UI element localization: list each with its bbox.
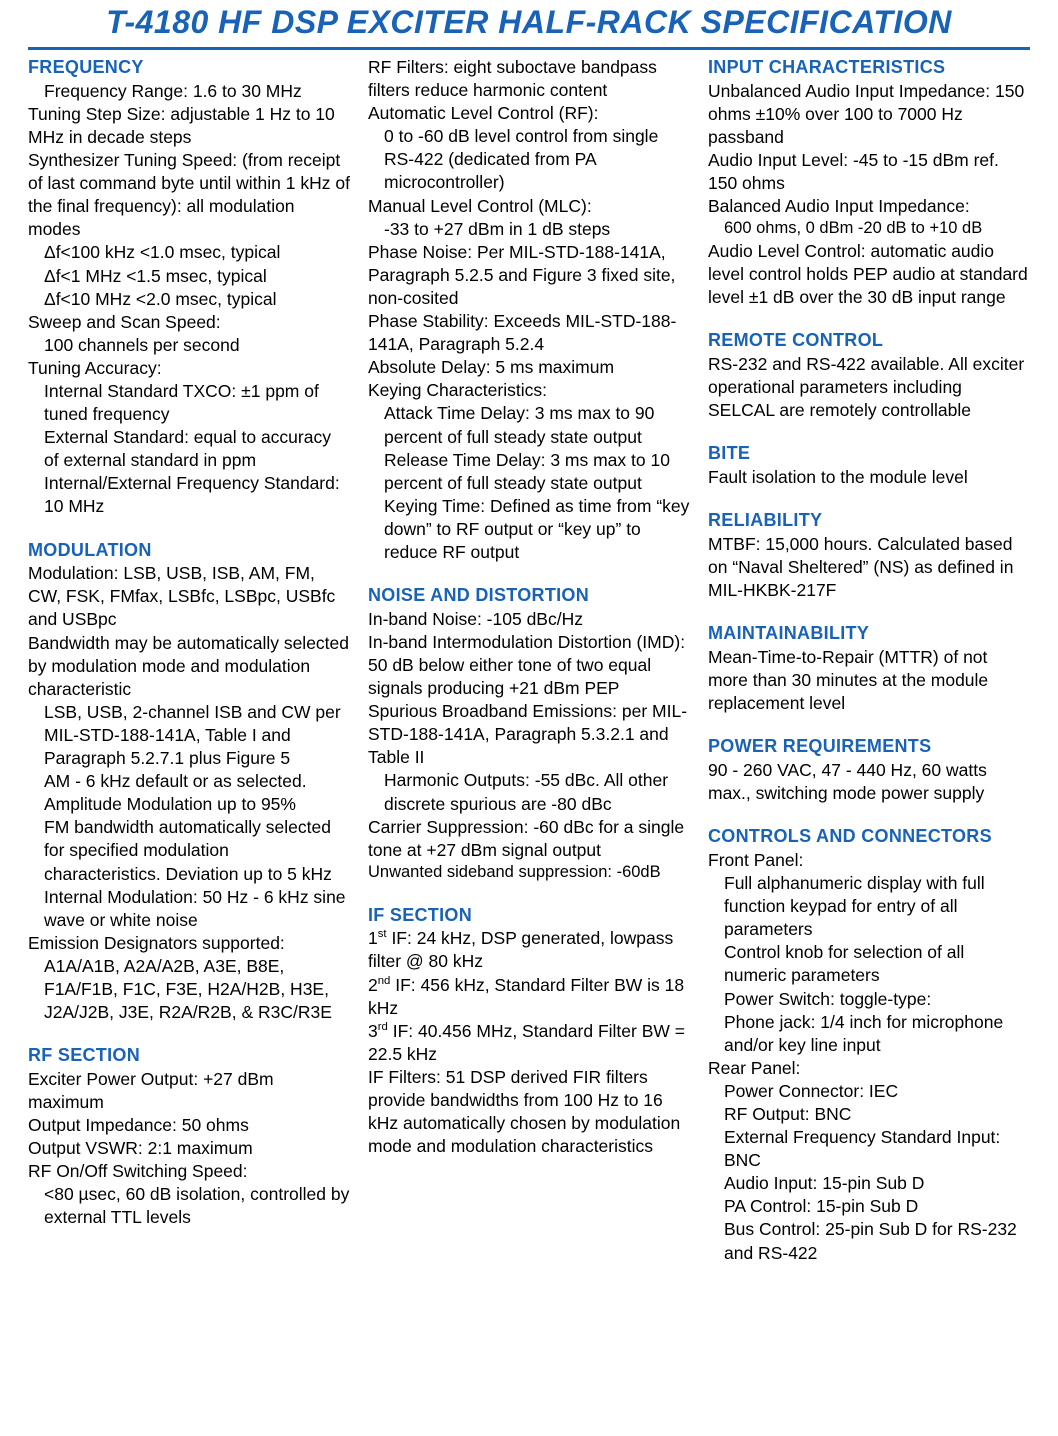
spec-line: Keying Characteristics: — [368, 379, 690, 402]
spec-line: Δf<10 MHz <2.0 msec, typical — [28, 288, 350, 311]
spec-line: 600 ohms, 0 dBm -20 dB to +10 dB — [708, 218, 1030, 240]
spec-line: Balanced Audio Input Impedance: — [708, 195, 1030, 218]
spec-line: LSB, USB, 2-channel ISB and CW per MIL-S… — [28, 701, 350, 770]
spec-line: MTBF: 15,000 hours. Calculated based on … — [708, 533, 1030, 602]
spec-line: -33 to +27 dBm in 1 dB steps — [368, 218, 690, 241]
spec-line: Sweep and Scan Speed: — [28, 311, 350, 334]
spec-line: Full alphanumeric display with full func… — [708, 872, 1030, 941]
spec-line: Unwanted sideband suppression: -60dB — [368, 862, 690, 884]
spec-line: 2nd IF: 456 kHz, Standard Filter BW is 1… — [368, 974, 690, 1020]
spec-line: 3rd IF: 40.456 MHz, Standard Filter BW =… — [368, 1020, 690, 1066]
spec-line: IF Filters: 51 DSP derived FIR filters p… — [368, 1066, 690, 1158]
spec-line: Fault isolation to the module level — [708, 466, 1030, 489]
spec-line: Internal/External Frequency Standard: 10… — [28, 472, 350, 518]
ord-num: 2 — [368, 975, 378, 995]
spec-line: <80 µsec, 60 dB isolation, controlled by… — [28, 1183, 350, 1229]
spec-line: RS-232 and RS-422 available. All exciter… — [708, 353, 1030, 422]
spec-line: Emission Designators supported: — [28, 932, 350, 955]
spec-line: Phone jack: 1/4 inch for microphone and/… — [708, 1011, 1030, 1057]
spec-line: Phase Stability: Exceeds MIL-STD-188-141… — [368, 310, 690, 356]
heading-if-section: IF SECTION — [368, 904, 690, 928]
columns: FREQUENCY Frequency Range: 1.6 to 30 MHz… — [28, 56, 1030, 1265]
spec-line: Δf<1 MHz <1.5 msec, typical — [28, 265, 350, 288]
spec-line: RF On/Off Switching Speed: — [28, 1160, 350, 1183]
heading-modulation: MODULATION — [28, 539, 350, 563]
spec-line: Power Connector: IEC — [708, 1080, 1030, 1103]
heading-reliability: RELIABILITY — [708, 509, 1030, 533]
spec-line: PA Control: 15-pin Sub D — [708, 1195, 1030, 1218]
spec-line: Audio Input: 15-pin Sub D — [708, 1172, 1030, 1195]
spec-line: Attack Time Delay: 3 ms max to 90 percen… — [368, 402, 690, 448]
spec-line: Automatic Level Control (RF): — [368, 102, 690, 125]
spec-line: Front Panel: — [708, 849, 1030, 872]
heading-controls: CONTROLS AND CONNECTORS — [708, 825, 1030, 849]
spec-line: 1st IF: 24 kHz, DSP generated, lowpass f… — [368, 927, 690, 973]
column-3: INPUT CHARACTERISTICS Unbalanced Audio I… — [708, 56, 1030, 1265]
spec-line: Tuning Accuracy: — [28, 357, 350, 380]
heading-rf-section: RF SECTION — [28, 1044, 350, 1068]
spec-line: Tuning Step Size: adjustable 1 Hz to 10 … — [28, 103, 350, 149]
spec-line: Spurious Broadband Emissions: per MIL-ST… — [368, 700, 690, 769]
spec-line: Δf<100 kHz <1.0 msec, typical — [28, 241, 350, 264]
spec-line: In-band Intermodulation Distortion (IMD)… — [368, 631, 690, 700]
ord-suffix: rd — [378, 1021, 388, 1033]
spec-line: External Frequency Standard Input: BNC — [708, 1126, 1030, 1172]
spec-line: AM - 6 kHz default or as selected. Ampli… — [28, 770, 350, 816]
spec-line: Absolute Delay: 5 ms maximum — [368, 356, 690, 379]
spec-line: Control knob for selection of all numeri… — [708, 941, 1030, 987]
column-2: RF Filters: eight suboctave bandpass fil… — [368, 56, 690, 1265]
spec-line: A1A/A1B, A2A/A2B, A3E, B8E, F1A/F1B, F1C… — [28, 955, 350, 1024]
spec-line: Frequency Range: 1.6 to 30 MHz — [28, 80, 350, 103]
spec-line: 0 to -60 dB level control from single RS… — [368, 125, 690, 194]
spec-line: Harmonic Outputs: -55 dBc. All other dis… — [368, 769, 690, 815]
spec-line: 90 - 260 VAC, 47 - 440 Hz, 60 watts max.… — [708, 759, 1030, 805]
spec-line: Carrier Suppression: -60 dBc for a singl… — [368, 816, 690, 862]
spec-text: IF: 40.456 MHz, Standard Filter BW = 22.… — [368, 1021, 685, 1064]
heading-input: INPUT CHARACTERISTICS — [708, 56, 1030, 80]
heading-frequency: FREQUENCY — [28, 56, 350, 80]
spec-line: Release Time Delay: 3 ms max to 10 perce… — [368, 449, 690, 495]
heading-maintainability: MAINTAINABILITY — [708, 622, 1030, 646]
heading-remote: REMOTE CONTROL — [708, 329, 1030, 353]
heading-power: POWER REQUIREMENTS — [708, 735, 1030, 759]
spec-text: IF: 456 kHz, Standard Filter BW is 18 kH… — [368, 975, 684, 1018]
ord-num: 1 — [368, 928, 378, 948]
spec-line: Bandwidth may be automatically selected … — [28, 632, 350, 701]
spec-line: Bus Control: 25-pin Sub D for RS-232 and… — [708, 1218, 1030, 1264]
spec-line: Synthesizer Tuning Speed: (from receipt … — [28, 149, 350, 241]
ord-num: 3 — [368, 1021, 378, 1041]
spec-line: Rear Panel: — [708, 1057, 1030, 1080]
spec-line: In-band Noise: -105 dBc/Hz — [368, 608, 690, 631]
spec-line: 100 channels per second — [28, 334, 350, 357]
spec-line: Modulation: LSB, USB, ISB, AM, FM, CW, F… — [28, 562, 350, 631]
heading-bite: BITE — [708, 442, 1030, 466]
spec-line: External Standard: equal to accuracy of … — [28, 426, 350, 472]
spec-line: FM bandwidth automatically selected for … — [28, 816, 350, 885]
spec-line: Exciter Power Output: +27 dBm maximum — [28, 1068, 350, 1114]
spec-line: RF Filters: eight suboctave bandpass fil… — [368, 56, 690, 102]
spec-line: Output VSWR: 2:1 maximum — [28, 1137, 350, 1160]
spec-line: Output Impedance: 50 ohms — [28, 1114, 350, 1137]
page-title: T-4180 HF DSP EXCITER HALF-RACK SPECIFIC… — [28, 0, 1030, 50]
column-1: FREQUENCY Frequency Range: 1.6 to 30 MHz… — [28, 56, 350, 1265]
spec-line: Manual Level Control (MLC): — [368, 195, 690, 218]
ord-suffix: st — [378, 929, 387, 941]
spec-line: Audio Input Level: -45 to -15 dBm ref. 1… — [708, 149, 1030, 195]
spec-line: Mean-Time-to-Repair (MTTR) of not more t… — [708, 646, 1030, 715]
spec-line: Keying Time: Defined as time from “key d… — [368, 495, 690, 564]
spec-line: RF Output: BNC — [708, 1103, 1030, 1126]
spec-line: Unbalanced Audio Input Impedance: 150 oh… — [708, 80, 1030, 149]
heading-noise: NOISE AND DISTORTION — [368, 584, 690, 608]
spec-sheet: T-4180 HF DSP EXCITER HALF-RACK SPECIFIC… — [0, 0, 1058, 1436]
spec-line: Internal Standard TXCO: ±1 ppm of tuned … — [28, 380, 350, 426]
spec-line: Phase Noise: Per MIL-STD-188-141A, Parag… — [368, 241, 690, 310]
spec-line: Internal Modulation: 50 Hz - 6 kHz sine … — [28, 886, 350, 932]
spec-line: Audio Level Control: automatic audio lev… — [708, 240, 1030, 309]
spec-line: Power Switch: toggle-type: — [708, 988, 1030, 1011]
ord-suffix: nd — [378, 975, 391, 987]
spec-text: IF: 24 kHz, DSP generated, lowpass filte… — [368, 928, 673, 971]
